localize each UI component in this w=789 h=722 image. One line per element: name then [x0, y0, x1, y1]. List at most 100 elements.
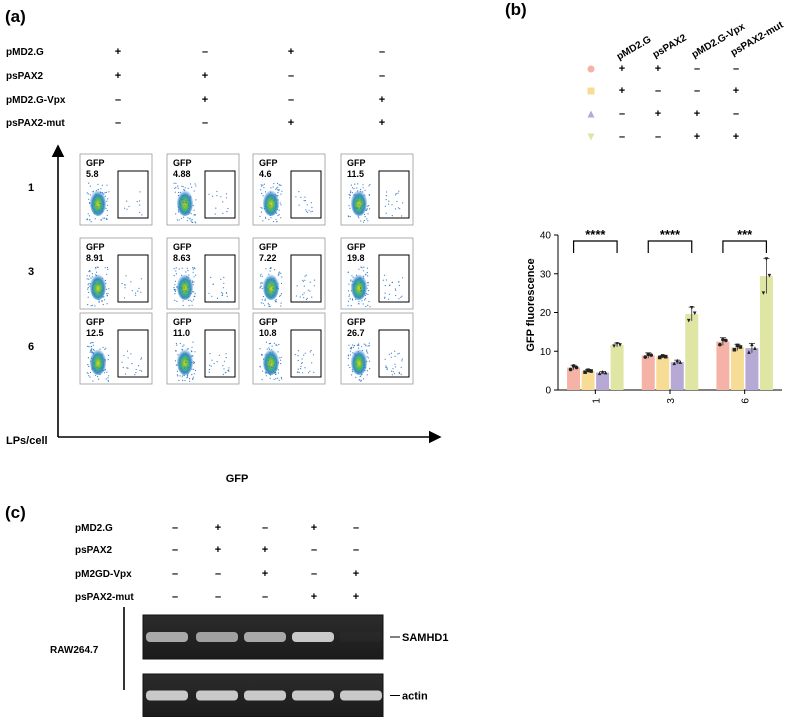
facs-event — [260, 302, 262, 304]
facs-event — [388, 293, 391, 295]
facs-event — [195, 185, 197, 187]
facs-event — [216, 361, 218, 363]
facs-event — [87, 193, 89, 195]
facs-event — [363, 293, 366, 295]
facs-event — [385, 212, 387, 214]
facs-event — [126, 367, 128, 369]
panel-a-sign: – — [288, 70, 294, 82]
facs-event — [360, 379, 363, 381]
panel-a-condition-label: pMD2.G-Vpx — [6, 95, 66, 106]
data-point — [615, 342, 619, 346]
blot-band — [146, 632, 188, 642]
facs-gfp-value: 4.88 — [173, 169, 191, 179]
facs-event — [191, 219, 193, 221]
facs-event — [124, 284, 126, 286]
facs-event — [356, 344, 358, 346]
facs-event — [101, 363, 103, 365]
facs-event — [178, 191, 180, 194]
facs-event — [261, 207, 263, 209]
facs-event — [385, 365, 387, 367]
facs-event — [311, 206, 313, 209]
facs-event — [140, 278, 142, 280]
facs-event — [86, 278, 88, 280]
facs-event — [278, 190, 280, 192]
blot-band — [244, 632, 286, 642]
facs-event — [86, 192, 88, 194]
facs-event — [268, 348, 271, 350]
facs-event — [91, 276, 93, 278]
facs-event — [101, 289, 103, 291]
facs-event — [138, 365, 140, 367]
facs-event — [279, 202, 281, 204]
bar — [670, 362, 684, 390]
facs-event — [367, 290, 369, 292]
facs-event — [277, 377, 279, 379]
facs-event — [93, 203, 95, 205]
facs-event — [87, 296, 89, 298]
facs-event — [183, 296, 185, 298]
facs-event — [355, 274, 358, 276]
facs-event — [274, 299, 276, 301]
facs-event — [183, 189, 185, 191]
facs-event — [295, 295, 297, 297]
facs-event — [181, 287, 183, 289]
facs-event — [366, 208, 368, 210]
chart-y-tick-label: 20 — [540, 308, 552, 319]
facs-event — [191, 368, 193, 370]
facs-event — [225, 197, 228, 199]
facs-event — [135, 294, 137, 296]
facs-event — [91, 368, 93, 371]
facs-event — [351, 371, 354, 373]
facs-event — [272, 213, 274, 215]
facs-event — [384, 292, 386, 294]
facs-event — [393, 373, 396, 375]
facs-event — [259, 275, 261, 277]
facs-event — [139, 204, 141, 206]
facs-event — [397, 207, 399, 209]
bar — [656, 356, 670, 390]
facs-event — [180, 274, 183, 276]
facs-event — [365, 367, 367, 369]
facs-event — [104, 360, 106, 362]
facs-event — [193, 214, 195, 216]
facs-gfp-value: 8.91 — [86, 253, 104, 263]
facs-event — [347, 305, 349, 307]
facs-event — [182, 195, 184, 197]
facs-event — [192, 204, 194, 207]
facs-event — [388, 284, 391, 286]
significance-label: **** — [585, 227, 606, 242]
data-point — [738, 345, 743, 349]
facs-event — [368, 345, 370, 347]
facs-event — [360, 373, 363, 375]
facs-event — [297, 359, 299, 362]
facs-event — [263, 183, 265, 185]
facs-event — [276, 212, 278, 214]
facs-event — [177, 194, 179, 197]
facs-event — [88, 270, 90, 272]
bar — [685, 314, 699, 390]
facs-event — [352, 203, 354, 205]
facs-event — [211, 295, 213, 297]
facs-event — [176, 300, 178, 302]
facs-event — [184, 187, 186, 189]
facs-event — [177, 375, 179, 377]
facs-event — [100, 191, 102, 193]
facs-event — [304, 352, 306, 354]
facs-event — [353, 194, 355, 196]
facs-event — [356, 196, 358, 198]
facs-event — [191, 300, 193, 302]
facs-event — [186, 376, 189, 378]
facs-event — [192, 271, 194, 273]
panel-a-x-axis-label: GFP — [226, 473, 249, 485]
facs-event — [123, 297, 126, 299]
facs-event — [90, 277, 92, 279]
facs-event — [179, 208, 181, 210]
facs-plot-grid: GFP5.8GFP4.88GFP4.6GFP11.5GFP8.91GFP8.63… — [79, 153, 414, 385]
facs-event — [92, 293, 94, 295]
facs-event — [276, 195, 278, 197]
facs-event — [96, 206, 98, 208]
facs-event — [134, 292, 137, 294]
panel-b-label: (b) — [505, 0, 527, 19]
facs-event — [90, 345, 92, 348]
facs-event — [391, 281, 394, 283]
